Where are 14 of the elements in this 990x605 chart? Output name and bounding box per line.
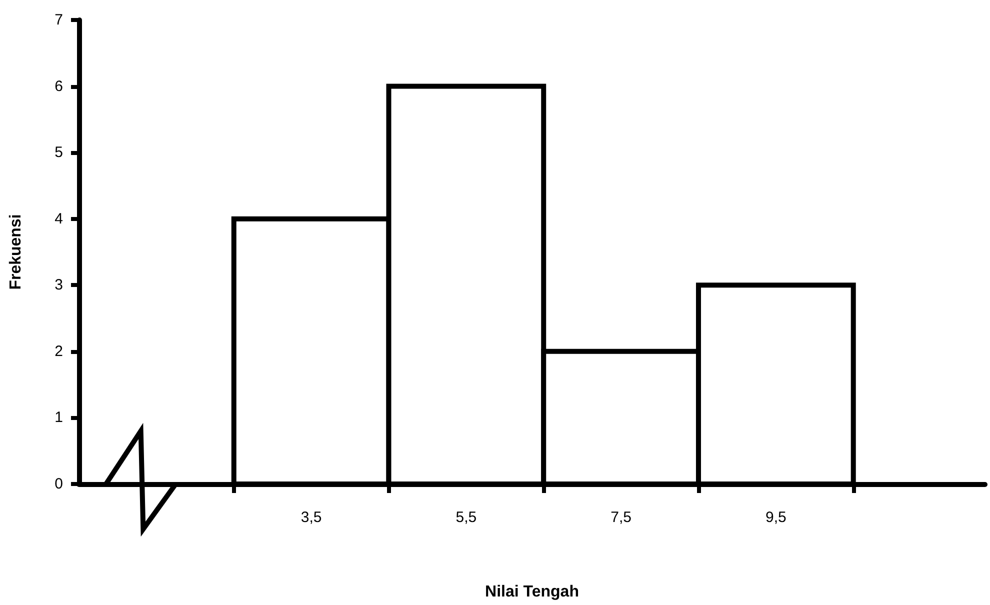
y-tick-label: 0 <box>54 476 63 492</box>
y-tick-label: 2 <box>54 342 63 360</box>
x-tick-label: 9,5 <box>765 509 786 526</box>
x-tick-label: 7,5 <box>610 509 632 526</box>
x-tick-label: 5,5 <box>456 509 477 526</box>
y-tick-label: 3 <box>54 276 63 294</box>
x-axis-title: Nilai Tengah <box>485 584 579 600</box>
y-axis-title: Frekuensi <box>8 214 24 290</box>
x-tick-label: 3,5 <box>300 509 322 526</box>
y-tick-label: 6 <box>54 78 63 95</box>
y-tick-label: 4 <box>54 210 63 228</box>
y-tick-label: 5 <box>54 144 63 162</box>
y-tick-label: 7 <box>54 12 63 28</box>
y-tick-label: 1 <box>54 409 63 426</box>
